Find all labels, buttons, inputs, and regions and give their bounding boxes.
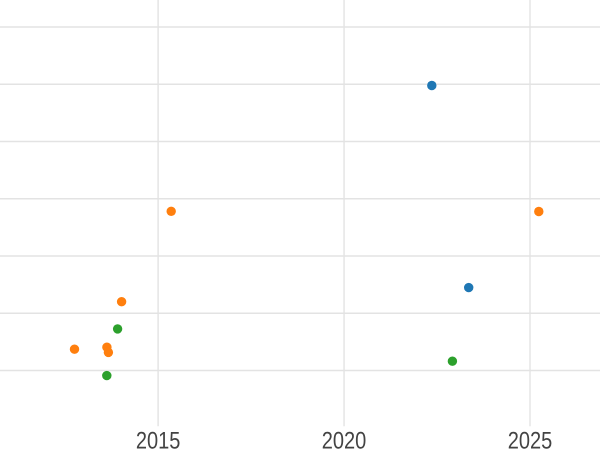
svg-text:2025: 2025 [508, 427, 553, 450]
svg-text:2020: 2020 [322, 427, 367, 450]
svg-text:2015: 2015 [136, 427, 181, 450]
